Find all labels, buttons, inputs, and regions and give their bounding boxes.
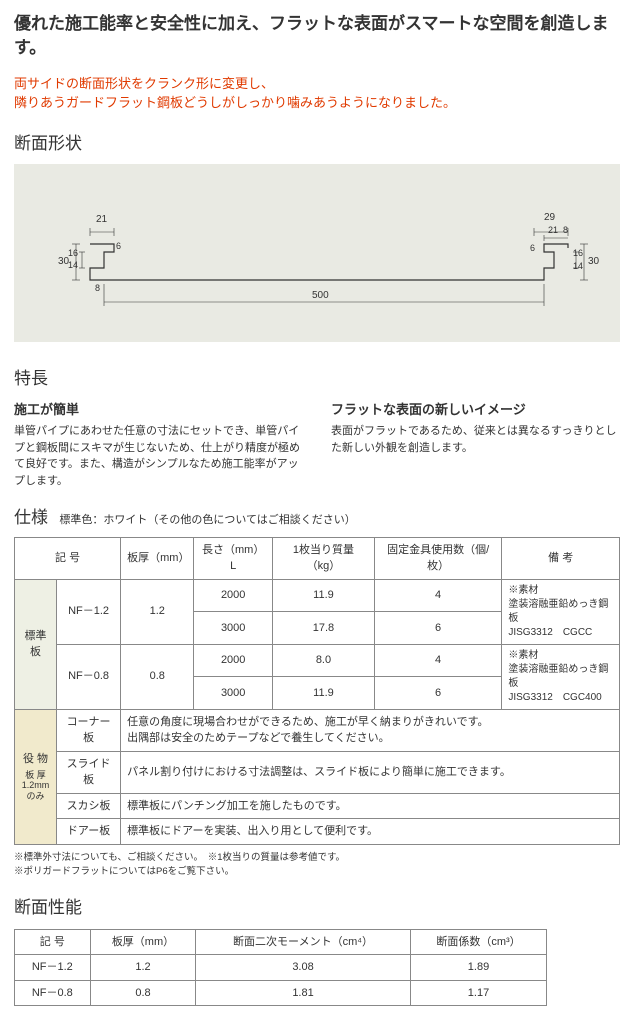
- cell-perf-mod: 1.17: [410, 980, 547, 1006]
- th-perf-mod: 断面係数（cm³）: [410, 929, 547, 955]
- dim-left-8: 8: [95, 282, 100, 296]
- cell-notes-1: ※素材 塗装溶融亜鉛めっき鋼板 JISG3312 CGCC: [502, 579, 620, 644]
- footnote-2: ※ポリガードフラットについてはP6をご覧下さい。: [14, 866, 234, 877]
- performance-table: 記 号 板厚（mm） 断面二次モーメント（cm⁴） 断面係数（cm³） NF－1…: [14, 929, 547, 1007]
- rowgroup-yakumono-sub: 板 厚1.2mmのみ: [21, 770, 50, 802]
- cell-perf-code: NF－0.8: [15, 980, 91, 1006]
- section-title-cross: 断面形状: [14, 131, 620, 157]
- th-thick: 板厚（mm）: [121, 537, 194, 579]
- dim-span-500: 500: [312, 288, 329, 303]
- cell-thick: 0.8: [121, 644, 194, 709]
- th-len: 長さ（mm）L: [194, 537, 273, 579]
- features-row: 施工が簡単 単管パイプにあわせた任意の寸法にセットでき、単管パイプと鋼板間にスキ…: [14, 400, 620, 490]
- yakumono-desc: 標準板にパンチング加工を施したものです。: [121, 793, 620, 819]
- dim-left-6: 6: [116, 240, 121, 254]
- cell-code: NF－1.2: [57, 579, 121, 644]
- table-row: 標準板 NF－1.2 1.2 2000 11.9 4 ※素材 塗装溶融亜鉛めっき…: [15, 579, 620, 612]
- table-row: スライド板 パネル割り付けにおける寸法調整は、スライド板により簡単に施工できます…: [15, 751, 620, 793]
- dim-right-30: 30: [588, 254, 599, 269]
- rowgroup-standard: 標準板: [15, 579, 57, 709]
- table-row: スカシ板 標準板にパンチング加工を施したものです。: [15, 793, 620, 819]
- notice-line-2: 隣りあうガードフラット鋼板どうしがしっかり噛みあうようになりました。: [14, 95, 456, 110]
- dim-left-14: 14: [68, 259, 78, 273]
- page-headline: 優れた施工能率と安全性に加え、フラットな表面がスマートな空間を創造します。: [14, 12, 620, 60]
- cell-code: NF－0.8: [57, 644, 121, 709]
- cell-len: 2000: [194, 644, 273, 677]
- dim-right-14: 14: [573, 260, 583, 274]
- th-code: 記 号: [15, 537, 121, 579]
- note2-l2: 塗装溶融亜鉛めっき鋼板: [508, 664, 608, 689]
- yakumono-desc: 任意の角度に現場合わせができるため、施工が早く納まりがきれいです。出隅部は安全の…: [121, 709, 620, 751]
- table-row: ドアー板 標準板にドアーを実装、出入り用として便利です。: [15, 819, 620, 845]
- cell-perf-moment: 3.08: [196, 955, 410, 981]
- cell-perf-thick: 0.8: [90, 980, 196, 1006]
- dim-right-29: 29: [544, 210, 555, 225]
- spec-header-row: 記 号 板厚（mm） 長さ（mm）L 1枚当り質量（kg） 固定金具使用数（個/…: [15, 537, 620, 579]
- spec-table: 記 号 板厚（mm） 長さ（mm）L 1枚当り質量（kg） 固定金具使用数（個/…: [14, 537, 620, 845]
- cell-len: 3000: [194, 612, 273, 645]
- cell-perf-code: NF－1.2: [15, 955, 91, 981]
- th-perf-code: 記 号: [15, 929, 91, 955]
- table-row: 役 物 板 厚1.2mmのみ コーナー板 任意の角度に現場合わせができるため、施…: [15, 709, 620, 751]
- dim-right-21: 21: [548, 224, 558, 238]
- table-row: NF－1.2 1.2 3.08 1.89: [15, 955, 547, 981]
- cell-perf-moment: 1.81: [196, 980, 410, 1006]
- spec-footnotes: ※標準外寸法についても、ご相談ください。 ※1枚当りの質量は参考値です。 ※ポリ…: [14, 851, 620, 880]
- cell-mass: 11.9: [273, 677, 375, 710]
- yakumono-name: コーナー板: [57, 709, 121, 751]
- table-row: NF－0.8 0.8 1.81 1.17: [15, 980, 547, 1006]
- cell-notes-2: ※素材 塗装溶融亜鉛めっき鋼板 JISG3312 CGC400: [502, 644, 620, 709]
- cell-len: 2000: [194, 579, 273, 612]
- th-perf-thick: 板厚（mm）: [90, 929, 196, 955]
- yakumono-name: スカシ板: [57, 793, 121, 819]
- section-title-features: 特長: [14, 366, 620, 392]
- note1-l3: JISG3312 CGCC: [508, 627, 592, 638]
- yakumono-desc: 標準板にドアーを実装、出入り用として便利です。: [121, 819, 620, 845]
- notice-line-1: 両サイドの断面形状をクランク形に変更し、: [14, 76, 274, 91]
- th-perf-moment: 断面二次モーメント（cm⁴）: [196, 929, 410, 955]
- rowgroup-yakumono-label: 役 物: [23, 753, 48, 765]
- yakumono-name: スライド板: [57, 751, 121, 793]
- feature-1-text: 単管パイプにあわせた任意の寸法にセットでき、単管パイプと鋼板間にスキマが生じない…: [14, 423, 303, 489]
- cell-fix: 4: [374, 579, 501, 612]
- feature-col-1: 施工が簡単 単管パイプにあわせた任意の寸法にセットでき、単管パイプと鋼板間にスキ…: [14, 400, 303, 490]
- th-mass: 1枚当り質量（kg）: [273, 537, 375, 579]
- feature-2-text: 表面がフラットであるため、従来とは異なるすっきりとした新しい外観を創造します。: [331, 423, 620, 456]
- note1-l1: ※素材: [508, 585, 538, 596]
- cell-perf-mod: 1.89: [410, 955, 547, 981]
- cross-section-diagram: 21 30 16 14 8 6 29 21 8 6 14 16 30 500: [14, 164, 620, 342]
- th-notes: 備 考: [502, 537, 620, 579]
- cell-fix: 6: [374, 677, 501, 710]
- cell-fix: 4: [374, 644, 501, 677]
- feature-1-heading: 施工が簡単: [14, 400, 303, 420]
- section-title-perf: 断面性能: [14, 895, 620, 921]
- spec-color-note: 標準色：ホワイト（その他の色についてはご相談ください）: [59, 514, 355, 526]
- note2-l1: ※素材: [508, 650, 538, 661]
- dim-left-21: 21: [96, 212, 107, 227]
- cell-len: 3000: [194, 677, 273, 710]
- section-title-spec: 仕様: [14, 508, 48, 527]
- perf-header-row: 記 号 板厚（mm） 断面二次モーメント（cm⁴） 断面係数（cm³）: [15, 929, 547, 955]
- yakumono-desc: パネル割り付けにおける寸法調整は、スライド板により簡単に施工できます。: [121, 751, 620, 793]
- feature-2-heading: フラットな表面の新しいイメージ: [331, 400, 620, 420]
- cell-mass: 8.0: [273, 644, 375, 677]
- cell-perf-thick: 1.2: [90, 955, 196, 981]
- cell-fix: 6: [374, 612, 501, 645]
- change-notice: 両サイドの断面形状をクランク形に変更し、 隣りあうガードフラット鋼板どうしがしっ…: [14, 74, 620, 113]
- note2-l3: JISG3312 CGC400: [508, 692, 601, 703]
- feature-col-2: フラットな表面の新しいイメージ 表面がフラットであるため、従来とは異なるすっきり…: [331, 400, 620, 490]
- cell-thick: 1.2: [121, 579, 194, 644]
- cross-section-svg: [28, 174, 608, 334]
- dim-right-16: 16: [573, 247, 583, 261]
- cell-mass: 11.9: [273, 579, 375, 612]
- note1-l2: 塗装溶融亜鉛めっき鋼板: [508, 599, 608, 624]
- dim-right-6: 6: [530, 242, 535, 256]
- table-row: NF－0.8 0.8 2000 8.0 4 ※素材 塗装溶融亜鉛めっき鋼板 JI…: [15, 644, 620, 677]
- rowgroup-yakumono: 役 物 板 厚1.2mmのみ: [15, 709, 57, 844]
- dim-right-8: 8: [563, 224, 568, 238]
- yakumono-name: ドアー板: [57, 819, 121, 845]
- th-fix: 固定金具使用数（個/枚）: [374, 537, 501, 579]
- cell-mass: 17.8: [273, 612, 375, 645]
- footnote-1: ※標準外寸法についても、ご相談ください。 ※1枚当りの質量は参考値です。: [14, 852, 345, 863]
